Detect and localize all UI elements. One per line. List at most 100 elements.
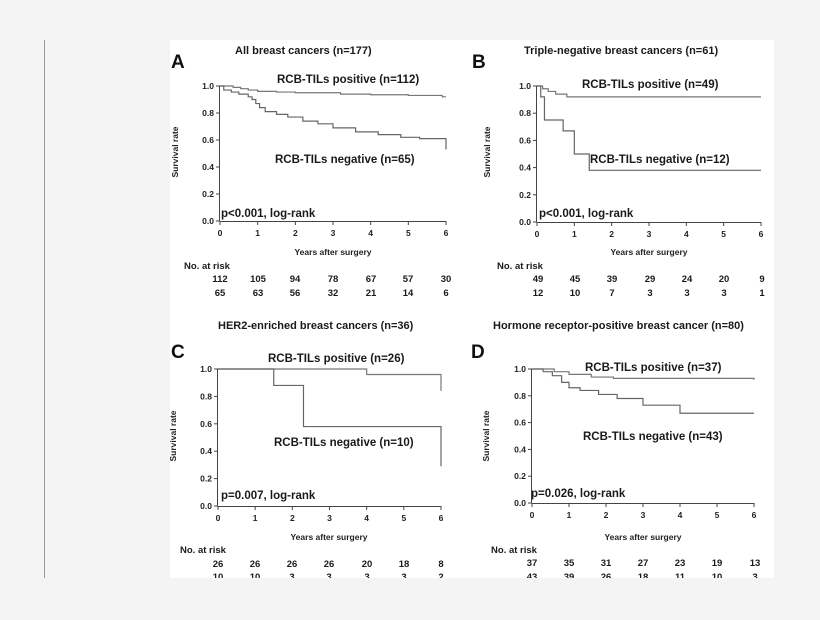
y-tick-label: 0.6 [202,135,214,145]
x-tick-label: 4 [678,510,683,520]
y-tick-label: 0.4 [519,163,531,173]
survival-curve-positive [537,85,761,98]
survival-curve-negative [532,368,754,414]
x-tick-label: 5 [715,510,720,520]
y-tick-label: 0.0 [514,498,526,508]
y-tick-label: 0.2 [519,190,531,200]
risk-cell-negative: 39 [564,572,575,578]
panel-a: A All breast cancers (n=177) 0.0 0.2 0.4 0.6 0… [170,45,451,299]
y-tick-label: 0.6 [200,419,212,429]
x-tick-label: 0 [535,229,540,239]
risk-cell-negative: 2 [438,572,443,578]
risk-cell-negative: 18 [638,572,649,578]
y-tick-label: 0.4 [200,446,212,456]
p-value: p<0.001, log-rank [221,208,316,220]
risk-cell-negative: 3 [721,288,726,299]
risk-cell-negative: 3 [326,572,331,578]
x-tick-label: 6 [444,228,449,238]
y-tick-label: 0.2 [514,471,526,481]
risk-cell-negative: 6 [443,288,448,299]
y-tick-label: 0.0 [202,216,214,226]
panel-letter: D [471,342,485,363]
risk-cell-negative: 11 [675,572,686,578]
risk-cell-negative: 12 [533,288,544,299]
risk-cell-negative: 3 [647,288,652,299]
y-tick-label: 1.0 [200,364,212,374]
y-axis-title: Survival rate [482,126,492,177]
risk-cell-negative: 10 [213,572,224,578]
panel-b: B Triple-negative breast cancers (n=61) 0.… [472,45,765,299]
x-tick-label: 3 [641,510,646,520]
survival-curve-positive [532,368,755,380]
risk-cell-positive: 26 [287,559,298,570]
y-tick-label: 0.2 [202,189,214,199]
risk-cell-negative: 3 [752,572,757,578]
km-figure: A All breast cancers (n=177) 0.0 0.2 0.4 0.6 0… [170,40,774,578]
risk-table-title: No. at risk [184,261,231,272]
risk-cell-negative: 3 [401,572,406,578]
y-tick-label: 0.8 [202,108,214,118]
risk-cell-negative: 10 [250,572,261,578]
risk-cell-positive: 27 [638,558,649,569]
x-tick-label: 5 [406,228,411,238]
series-label-positive: RCB-TILs positive (n=49) [582,79,719,91]
risk-cell-positive: 26 [250,559,261,570]
km-figure-svg: A All breast cancers (n=177) 0.0 0.2 0.4 0.6 0… [170,45,765,578]
x-tick-label: 1 [567,510,572,520]
risk-cell-positive: 57 [403,274,414,285]
x-tick-label: 1 [255,228,260,238]
x-tick-label: 1 [253,513,258,523]
y-tick-label: 0.4 [202,162,214,172]
risk-cell-positive: 39 [607,274,618,285]
x-tick-label: 1 [572,229,577,239]
y-axis-title: Survival rate [481,410,491,461]
x-tick-label: 6 [752,510,757,520]
risk-cell-positive: 30 [441,274,452,285]
x-tick-label: 2 [604,510,609,520]
survival-curve-negative [537,85,761,171]
x-tick-label: 5 [401,513,406,523]
panel-letter: C [171,342,185,363]
panel-title: Triple-negative breast cancers (n=61) [524,45,718,57]
risk-cell-positive: 20 [362,559,373,570]
risk-cell-positive: 94 [290,274,301,285]
panel-title: All breast cancers (n=177) [235,45,372,57]
y-tick-label: 0.4 [514,444,526,454]
panel-title: Hormone receptor-positive breast cancer … [493,320,744,332]
risk-cell-positive: 18 [399,559,410,570]
x-tick-label: 6 [439,513,444,523]
p-value: p=0.007, log-rank [221,490,316,502]
risk-cell-positive: 19 [712,558,723,569]
risk-cell-positive: 26 [213,559,224,570]
risk-table-title: No. at risk [497,261,544,272]
y-tick-label: 0.8 [514,391,526,401]
risk-cell-positive: 112 [212,274,227,285]
y-tick-label: 0.6 [519,135,531,145]
risk-cell-positive: 78 [328,274,339,285]
x-axis-title: Years after surgery [604,532,681,542]
risk-cell-positive: 13 [750,558,761,569]
panel-d: D Hormone receptor-positive breast cancer… [471,320,760,578]
risk-cell-negative: 26 [601,572,612,578]
x-axis-title: Years after surgery [290,532,367,542]
risk-cell-negative: 14 [403,288,414,299]
y-tick-label: 0.2 [200,474,212,484]
x-tick-label: 3 [331,228,336,238]
risk-cell-positive: 105 [250,274,267,285]
series-label-negative: RCB-TILs negative (n=12) [590,154,730,166]
risk-cell-negative: 21 [366,288,377,299]
p-value: p=0.026, log-rank [531,488,626,500]
left-divider [44,40,45,578]
panel-letter: A [171,52,185,73]
risk-cell-negative: 43 [527,572,538,578]
risk-cell-positive: 35 [564,558,575,569]
x-tick-label: 6 [759,229,764,239]
risk-cell-positive: 29 [645,274,656,285]
x-tick-label: 2 [290,513,295,523]
risk-cell-positive: 8 [438,559,443,570]
risk-cell-positive: 37 [527,558,538,569]
panel-title: HER2-enriched breast cancers (n=36) [218,320,414,332]
series-label-positive: RCB-TILs positive (n=37) [585,362,722,374]
series-label-positive: RCB-TILs positive (n=112) [277,74,419,86]
